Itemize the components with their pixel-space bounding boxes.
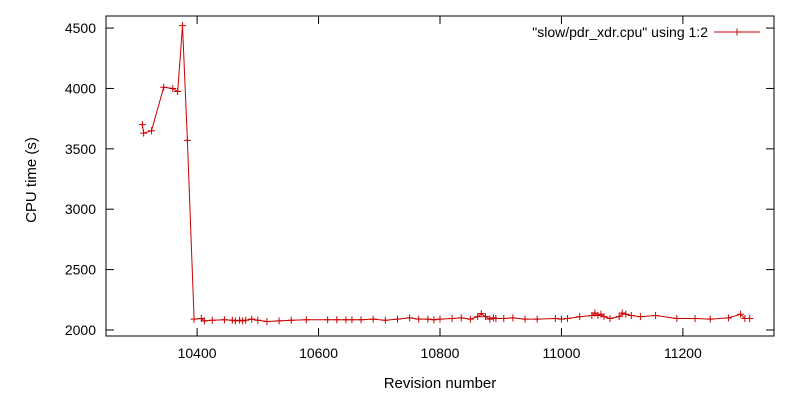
data-point-marker	[724, 314, 732, 322]
data-point-marker	[500, 314, 508, 322]
data-point-marker	[424, 315, 432, 323]
data-point-marker	[174, 87, 182, 95]
x-tick-label: 11200	[664, 345, 702, 361]
data-point-marker	[706, 315, 714, 323]
data-point-marker	[231, 317, 239, 325]
data-point-marker	[636, 313, 644, 321]
data-point-marker	[448, 314, 456, 322]
data-point-marker	[436, 315, 444, 323]
data-point-marker	[509, 314, 517, 322]
data-point-marker	[492, 314, 500, 322]
data-point-marker	[242, 316, 250, 324]
data-point-marker	[348, 316, 356, 324]
data-point-marker	[406, 314, 414, 322]
data-point-marker	[618, 309, 626, 317]
data-point-marker	[606, 314, 614, 322]
x-tick-label: 10600	[299, 345, 338, 361]
data-point-marker	[208, 316, 216, 324]
data-point-marker	[169, 84, 177, 92]
data-point-marker	[673, 314, 681, 322]
y-tick-label: 2000	[65, 322, 96, 338]
data-point-marker	[477, 310, 485, 318]
data-point-marker	[627, 311, 635, 319]
y-tick-label: 4000	[65, 80, 96, 96]
data-point-marker	[179, 22, 187, 30]
data-point-marker	[393, 315, 401, 323]
data-point-marker	[239, 317, 247, 325]
data-point-marker	[183, 136, 191, 144]
data-point-marker	[275, 317, 283, 325]
plot-frame	[105, 15, 775, 337]
data-point-marker	[263, 318, 271, 326]
data-point-marker	[622, 310, 630, 318]
data-point-marker	[521, 315, 529, 323]
x-tick-label: 10800	[421, 345, 460, 361]
data-point-marker	[615, 313, 623, 321]
data-point-marker	[430, 316, 438, 324]
data-point-marker	[551, 314, 559, 322]
x-tick-label: 11000	[543, 345, 581, 361]
data-point-marker	[148, 127, 156, 135]
y-tick-label: 2500	[65, 262, 96, 278]
data-point-marker	[564, 314, 572, 322]
data-point-marker	[600, 313, 608, 321]
data-point-marker	[160, 83, 168, 91]
y-tick-label: 3000	[65, 201, 96, 217]
data-point-marker	[486, 315, 494, 323]
data-point-marker	[248, 315, 256, 323]
data-point-marker	[457, 314, 465, 322]
data-point-marker	[576, 313, 584, 321]
data-point-marker	[474, 313, 482, 321]
data-point-marker	[466, 315, 474, 323]
data-point-marker	[737, 310, 745, 318]
data-point-marker	[138, 121, 146, 129]
data-point-marker	[140, 129, 148, 137]
y-tick-label: 3500	[65, 141, 96, 157]
data-point-marker	[415, 315, 423, 323]
y-tick-label: 4500	[65, 20, 96, 36]
data-point-marker	[594, 311, 602, 319]
data-point-marker	[236, 316, 244, 324]
data-point-marker	[746, 314, 754, 322]
data-point-marker	[691, 314, 699, 322]
x-tick-label: 10400	[178, 345, 217, 361]
data-point-marker	[381, 316, 389, 324]
data-point-marker	[482, 313, 490, 321]
data-point-marker	[369, 315, 377, 323]
data-point-marker	[324, 316, 332, 324]
data-point-marker	[333, 316, 341, 324]
data-point-marker	[557, 315, 565, 323]
data-point-marker	[357, 316, 365, 324]
data-point-marker	[220, 316, 228, 324]
data-point-marker	[287, 316, 295, 324]
legend-label: "slow/pdr_xdr.cpu" using 1:2	[532, 24, 708, 40]
data-point-marker	[254, 316, 262, 324]
data-point-marker	[302, 316, 310, 324]
data-point-marker	[228, 316, 236, 324]
y-axis-label: CPU time (s)	[23, 137, 40, 223]
data-point-marker	[533, 315, 541, 323]
x-axis-label: Revision number	[384, 375, 497, 392]
data-point-marker	[342, 316, 350, 324]
legend-marker	[733, 28, 741, 36]
data-point-marker	[190, 315, 198, 323]
data-point-marker	[652, 311, 660, 319]
series-line	[141, 25, 750, 323]
data-point-marker	[200, 317, 208, 325]
